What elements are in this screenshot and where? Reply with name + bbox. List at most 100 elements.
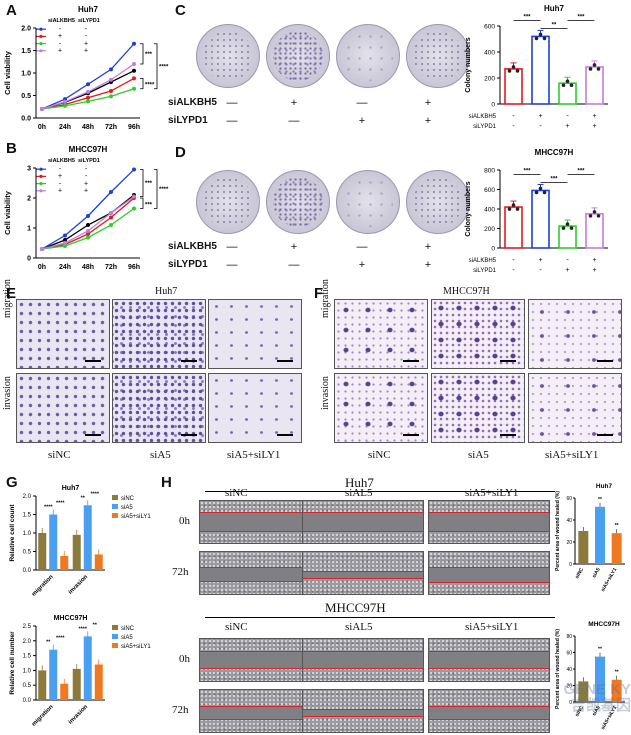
y-tick-label: 2.0 (23, 494, 32, 500)
sign-cell: — (356, 241, 368, 253)
bar-chart-mhcc97h-relative-number: MHCC97H 0.0 0.5 1.0 1.5 2.0 2.5 Relative cell n… (9, 615, 151, 728)
sig-label: ** (552, 22, 557, 28)
bar (558, 225, 577, 249)
col-label-sial5: siAL5 (345, 621, 373, 633)
col-label-sia5-silyl: siA5+siLY1 (465, 487, 519, 499)
legend-sign: - (59, 26, 62, 33)
y-tick-label: 20 (566, 540, 572, 546)
legend-sign: + (84, 40, 88, 47)
wound-image (302, 551, 424, 595)
bar (504, 68, 523, 105)
row-label-sialkbh5: siALKBH5 (168, 97, 217, 108)
scale-bar (597, 434, 613, 436)
data-dot (507, 207, 512, 211)
data-point (86, 82, 90, 87)
micrograph (16, 299, 110, 369)
data-point (63, 233, 67, 238)
wound-gap (429, 512, 549, 532)
data-point (109, 94, 113, 99)
bar-chart-mhcc97h-colony: MHCC97H 0 200 400 600 800 Colony numbers *** ***… (465, 148, 608, 274)
row-label-migration: migration (320, 279, 331, 318)
legend-marker (39, 27, 43, 31)
data-point (86, 95, 90, 100)
y-tick-label: 1 (27, 226, 31, 233)
wound-image (199, 500, 321, 544)
legend-label: siNC (121, 626, 135, 632)
y-tick-label: 2.0 (21, 26, 31, 33)
y-tick-label: 0 (27, 256, 31, 263)
wound-image (199, 689, 321, 733)
bar (83, 636, 92, 700)
sig-label: ** (46, 640, 51, 646)
y-axis-label: Relative cell number (9, 631, 16, 695)
watermark-logo: GENE KY 吉凯基因 (540, 682, 631, 714)
sig-label: *** (145, 202, 153, 208)
row-label-invasion: invasion (320, 376, 331, 410)
sig-label: ** (598, 497, 602, 503)
data-point (109, 215, 113, 220)
x-tick-label: 72h (105, 264, 117, 271)
legend-marker (39, 49, 43, 53)
legend-sign: + (58, 173, 62, 180)
y-tick-label: 1.5 (21, 48, 31, 55)
legend-swatch (112, 504, 118, 509)
table-sign: + (538, 113, 542, 120)
bar (595, 506, 605, 564)
row-label-migration: migration (2, 279, 13, 318)
wound-gap (200, 567, 320, 582)
bar (585, 213, 604, 249)
sign-cell: + (358, 259, 366, 271)
data-point (86, 229, 90, 233)
col-label-sinc: siNC (225, 487, 248, 499)
legend-label: siA5 (121, 635, 133, 641)
scale-bar (500, 360, 516, 362)
bar (49, 514, 58, 570)
legend-sign: + (84, 48, 88, 55)
colony-dish (406, 170, 470, 234)
legend-sign: + (58, 48, 62, 55)
data-dot (538, 186, 543, 191)
table-sign: - (566, 257, 569, 264)
legend-marker (39, 34, 43, 39)
legend-marker (39, 174, 43, 178)
wound-gap (200, 706, 320, 720)
y-tick-label: 1.5 (23, 654, 32, 660)
data-point (63, 238, 67, 242)
watermark-line2: 吉凯基因 (570, 697, 631, 714)
sig-label: ** (615, 523, 619, 529)
y-axis-label: Cell viability (3, 190, 12, 235)
x-tick-label: 0h (38, 124, 46, 131)
data-point (40, 247, 44, 251)
data-dot (515, 207, 520, 211)
table-sign: - (566, 113, 569, 120)
data-point (63, 99, 67, 104)
wound-image (428, 500, 550, 544)
sig-label: *** (523, 14, 531, 20)
colony-dishes-mhcc97h (196, 170, 470, 234)
bar (531, 35, 550, 105)
legend-sign: + (58, 33, 62, 40)
row-label-silypd1: siLYPD1 (168, 259, 208, 270)
panel-label-h: H (161, 474, 172, 491)
bar (558, 82, 577, 105)
x-tick-label: 24h (59, 124, 71, 131)
y-tick-label: 0 (491, 246, 495, 253)
panel-label-a: A (6, 2, 17, 19)
chart-title: Huh7 (596, 483, 613, 490)
watermark-line1: GENE KY (563, 681, 631, 698)
x-tick-label: 96h (128, 264, 140, 271)
y-tick-label: 0 (569, 700, 572, 706)
panel-h-mhcc97h-title: MHCC97H (325, 600, 386, 615)
legend-sign: - (59, 40, 62, 47)
sig-label: ** (93, 622, 98, 628)
y-tick-label: 0 (569, 562, 572, 568)
sign-cell: — (288, 259, 300, 271)
sig-label: **** (159, 64, 169, 70)
y-axis-label: Percent area of wound healed (%) (555, 491, 561, 571)
bar (585, 66, 604, 105)
data-dot (534, 190, 539, 195)
y-tick-label: 200 (484, 226, 495, 233)
colony-dishes-huh7 (196, 24, 470, 88)
micrograph (208, 373, 302, 443)
